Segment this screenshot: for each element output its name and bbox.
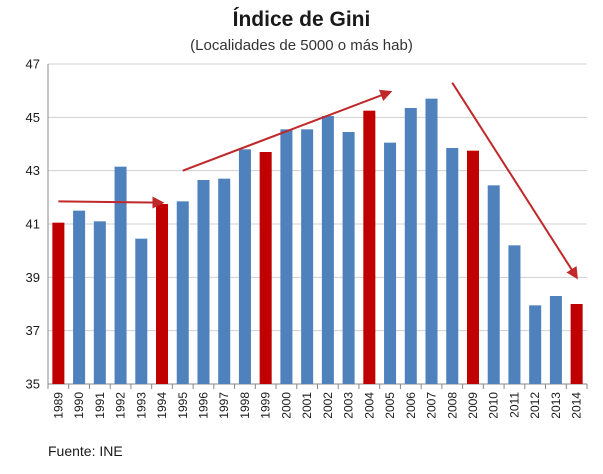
x-tick-label: 2013 <box>549 392 563 419</box>
x-tick-label: 2010 <box>487 392 501 419</box>
x-tick-label: 1999 <box>259 392 273 419</box>
x-tick-label: 1990 <box>72 392 86 419</box>
bar-highlighted-1989 <box>52 222 65 384</box>
y-tick-label: 41 <box>26 217 40 232</box>
x-tick-label: 2011 <box>507 392 521 418</box>
x-tick-label: 1993 <box>134 392 148 419</box>
y-tick-label: 35 <box>26 377 40 392</box>
bar-1993 <box>135 238 148 384</box>
bar-1991 <box>93 221 106 384</box>
chart-subtitle: (Localidades de 5000 o más hab) <box>190 37 413 54</box>
x-tick-label: 2008 <box>445 392 459 419</box>
bar-highlighted-1994 <box>156 204 169 384</box>
bar-2003 <box>342 132 355 384</box>
y-tick-label: 47 <box>26 57 40 72</box>
bar-2001 <box>301 129 314 384</box>
y-tick-label: 45 <box>26 110 40 125</box>
bar-1990 <box>73 210 86 384</box>
x-tick-label: 2014 <box>570 392 584 419</box>
trend-arrow-2 <box>182 89 393 172</box>
x-tick-label: 1989 <box>51 392 65 419</box>
x-tick-label: 2002 <box>321 392 335 419</box>
trend-arrow-1 <box>58 196 165 209</box>
bar-1996 <box>197 180 210 384</box>
bar-2007 <box>425 98 438 385</box>
bar-2011 <box>508 245 521 384</box>
y-tick-label: 37 <box>26 323 40 338</box>
bar-2005 <box>384 142 397 384</box>
bar-highlighted-1999 <box>259 152 272 384</box>
bar-1997 <box>218 178 231 384</box>
bar-2000 <box>280 129 293 384</box>
x-tick-label: 1996 <box>196 392 210 419</box>
x-tick-label: 1997 <box>217 392 231 419</box>
x-tick-label: 1992 <box>114 392 128 419</box>
x-tick-labels: 1989 1990 1991 1992 1993 1994 1995 1996 1997 1998… <box>51 392 583 419</box>
bar-1998 <box>238 149 251 384</box>
x-tick-label: 2001 <box>300 392 314 419</box>
y-tick-label: 43 <box>26 163 40 178</box>
bar-1995 <box>176 201 189 384</box>
x-tick-label: 2007 <box>425 392 439 419</box>
bar-highlighted-2009 <box>466 150 479 384</box>
x-tick-label: 2009 <box>466 392 480 419</box>
y-tick-label: 39 <box>26 270 40 285</box>
axes <box>47 64 588 389</box>
x-tick-label: 2003 <box>342 392 356 419</box>
x-tick-label: 2004 <box>362 392 376 419</box>
x-tick-label: 2006 <box>404 392 418 419</box>
bar-2012 <box>529 305 542 384</box>
trend-arrows <box>58 82 578 280</box>
x-tick-label: 1994 <box>155 392 169 419</box>
x-tick-label: 1995 <box>176 392 190 419</box>
bars <box>52 98 583 385</box>
x-tick-label: 1991 <box>93 392 107 419</box>
bar-2006 <box>404 108 417 384</box>
trend-arrow-3 <box>451 82 578 280</box>
grid-lines <box>48 63 587 332</box>
x-tick-label: 1998 <box>238 392 252 419</box>
x-tick-label: 2000 <box>279 392 293 419</box>
bar-highlighted-2014 <box>570 304 583 384</box>
bar-1992 <box>114 166 127 384</box>
bar-2008 <box>446 148 459 384</box>
bar-2002 <box>321 116 334 384</box>
chart-title: Índice de Gini <box>232 8 371 31</box>
x-tick-label: 2005 <box>383 392 397 419</box>
bar-highlighted-2004 <box>363 110 376 385</box>
x-tick-label: 2012 <box>528 392 542 419</box>
bar-2013 <box>549 296 562 384</box>
source-note: Fuente: INE <box>48 443 123 459</box>
y-tick-labels: 35 37 39 41 43 45 47 <box>26 57 40 392</box>
bar-2010 <box>487 185 500 384</box>
